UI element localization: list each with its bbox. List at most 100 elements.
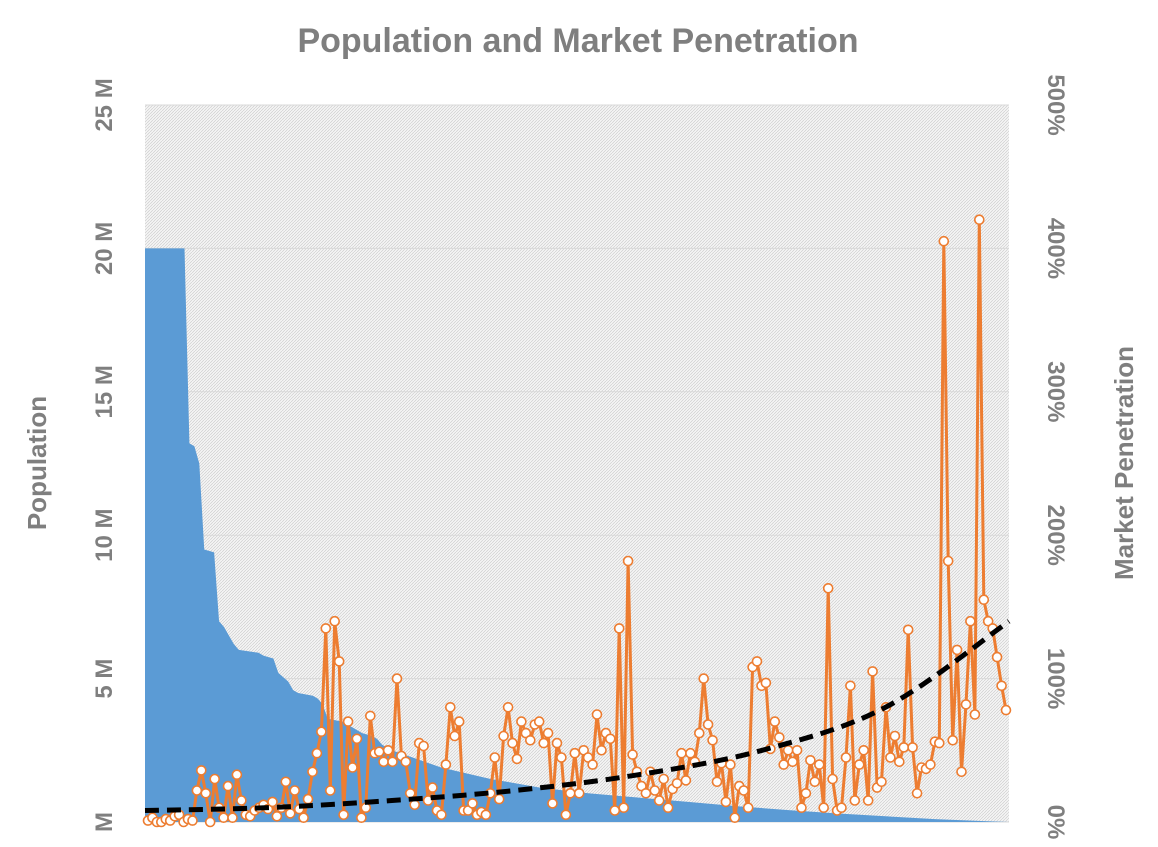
- penetration-point: [418, 740, 429, 752]
- penetration-point: [760, 677, 772, 689]
- chart-title: Population and Market Penetration: [297, 22, 858, 60]
- penetration-point: [947, 734, 959, 746]
- penetration-point: [204, 816, 216, 828]
- penetration-point: [671, 777, 683, 789]
- penetration-point: [938, 235, 950, 247]
- penetration-point: [707, 734, 718, 746]
- penetration-point: [813, 759, 825, 770]
- penetration-point: [822, 582, 834, 594]
- penetration-point: [280, 776, 292, 788]
- left-tick-label: 10 M: [91, 509, 118, 562]
- penetration-point: [996, 680, 1007, 692]
- penetration-point: [200, 787, 212, 799]
- penetration-point: [840, 752, 852, 763]
- penetration-point: [444, 701, 456, 713]
- penetration-point: [191, 785, 203, 796]
- penetration-point: [449, 730, 461, 742]
- penetration-point: [556, 752, 567, 763]
- penetration-point: [925, 759, 936, 770]
- penetration-point: [267, 796, 278, 808]
- penetration-point: [209, 773, 220, 785]
- penetration-markers: [142, 214, 1012, 828]
- penetration-point: [1000, 704, 1012, 716]
- penetration-point: [516, 716, 527, 727]
- penetration-point: [627, 749, 638, 760]
- penetration-point: [720, 796, 732, 808]
- penetration-point: [618, 802, 630, 814]
- penetration-point: [467, 798, 478, 809]
- penetration-point: [809, 776, 821, 788]
- penetration-point: [702, 719, 714, 730]
- penetration-point: [236, 795, 247, 806]
- penetration-point: [769, 716, 781, 727]
- penetration-point: [685, 747, 696, 759]
- penetration-point: [387, 756, 398, 768]
- penetration-point: [778, 759, 790, 770]
- penetration-point: [973, 214, 985, 225]
- penetration-point: [898, 742, 910, 753]
- penetration-point: [827, 773, 838, 785]
- penetration-point: [409, 799, 421, 811]
- penetration-point: [853, 759, 865, 770]
- penetration-point: [902, 624, 914, 636]
- penetration-point: [551, 737, 563, 749]
- penetration-point: [867, 666, 878, 677]
- penetration-point: [338, 809, 349, 821]
- penetration-point: [858, 744, 870, 756]
- penetration-point: [751, 656, 763, 667]
- penetration-point: [404, 787, 416, 799]
- penetration-point: [893, 756, 905, 768]
- penetration-point: [356, 812, 367, 824]
- penetration-point: [782, 744, 794, 756]
- penetration-point: [573, 787, 585, 799]
- penetration-point: [196, 765, 207, 776]
- penetration-point: [676, 747, 687, 759]
- penetration-point: [791, 744, 803, 756]
- left-tick-label: 20 M: [91, 222, 118, 275]
- penetration-point: [658, 773, 670, 785]
- penetration-point: [649, 785, 661, 796]
- right-axis-title: Market Penetration: [1109, 346, 1139, 580]
- right-tick-label: 100%: [1042, 648, 1069, 709]
- penetration-point: [307, 766, 318, 778]
- penetration-point: [885, 752, 896, 763]
- penetration-point: [729, 812, 741, 824]
- penetration-point: [876, 776, 887, 788]
- penetration-point: [560, 809, 572, 821]
- population-area: [145, 248, 1009, 822]
- penetration-point: [493, 793, 505, 805]
- penetration-point: [524, 734, 536, 746]
- penetration-point: [960, 699, 972, 710]
- penetration-point: [271, 810, 283, 822]
- left-tick-label: 15 M: [91, 365, 118, 418]
- penetration-point: [818, 802, 830, 814]
- right-tick-label: 0%: [1042, 805, 1069, 840]
- penetration-point: [800, 787, 812, 799]
- penetration-point: [911, 787, 923, 799]
- penetration-point: [498, 730, 509, 742]
- penetration-point: [609, 805, 621, 816]
- penetration-point: [511, 753, 523, 765]
- penetration-point: [373, 746, 385, 758]
- penetration-point: [298, 812, 309, 824]
- penetration-point: [942, 555, 954, 567]
- penetration-point: [773, 732, 785, 743]
- penetration-point: [342, 716, 354, 727]
- penetration-point: [351, 733, 363, 745]
- penetration-point: [427, 782, 438, 793]
- penetration-point: [489, 752, 501, 763]
- penetration-point: [378, 756, 389, 768]
- right-tick-label: 500%: [1042, 74, 1069, 135]
- penetration-point: [613, 623, 625, 634]
- trendline: [144, 619, 1011, 814]
- penetration-point: [453, 716, 465, 727]
- penetration-point: [596, 744, 607, 756]
- penetration-point: [698, 673, 710, 684]
- penetration-point: [587, 759, 598, 770]
- penetration-point: [316, 726, 327, 738]
- penetration-point: [862, 795, 874, 806]
- penetration-point: [805, 754, 816, 766]
- penetration-point: [693, 727, 705, 739]
- penetration-point: [680, 775, 692, 786]
- penetration-point: [845, 680, 856, 692]
